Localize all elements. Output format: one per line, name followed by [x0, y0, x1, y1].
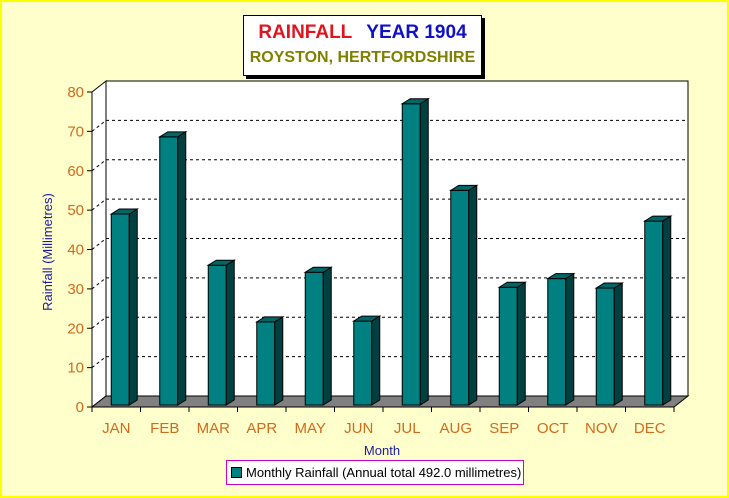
x-tick-label: MAY — [295, 420, 326, 437]
x-tick-label: MAR — [197, 420, 231, 437]
grid-line-side — [91, 159, 107, 172]
bar-front — [304, 271, 324, 406]
bars — [109, 97, 673, 406]
grid-lines — [91, 119, 688, 369]
bar-side — [565, 272, 575, 406]
x-tick-label: JAN — [102, 420, 130, 437]
bar-front — [110, 213, 130, 406]
x-tick-label: NOV — [585, 420, 618, 437]
y-tick-label: 20 — [67, 320, 84, 337]
grid-line-side — [91, 277, 107, 290]
bar-front — [547, 278, 567, 406]
bar — [206, 259, 236, 406]
grid-line-side — [91, 238, 107, 250]
bar-side — [225, 259, 235, 406]
title-main: RAINFALL — [258, 22, 353, 43]
bar-top — [303, 266, 333, 273]
x-axis-title: Month — [364, 443, 400, 458]
bar-top — [206, 259, 236, 266]
bar-side — [516, 281, 526, 406]
y-tick-label: 70 — [67, 123, 84, 140]
bar-top — [255, 316, 285, 323]
bar-side — [274, 315, 284, 406]
bar-side — [468, 184, 478, 406]
bar — [594, 282, 624, 406]
bar-side — [322, 266, 332, 406]
bar-front — [498, 286, 518, 406]
y-tick-label: 10 — [67, 360, 84, 377]
chart-title: RAINFALL YEAR 1904 — [244, 22, 481, 44]
bar-side — [613, 282, 623, 406]
x-tick-label: DEC — [634, 420, 666, 437]
bar-top — [400, 98, 430, 105]
y-axis-title: Rainfall (Millimetres) — [40, 193, 55, 311]
bar-top — [109, 208, 139, 215]
grid-line-side — [91, 198, 107, 211]
y-tick-label: 30 — [67, 281, 84, 298]
bar — [158, 130, 188, 406]
x-tick-label: OCT — [537, 420, 569, 437]
bar-front — [207, 264, 227, 406]
x-tick-label: JUN — [344, 420, 373, 437]
bar — [255, 315, 285, 406]
bar-side — [662, 215, 672, 406]
bar-front — [353, 320, 373, 406]
bar-top — [546, 273, 576, 280]
x-tick-label: JUL — [394, 420, 421, 437]
y-tick-label: 40 — [67, 242, 84, 259]
legend-swatch — [231, 467, 242, 478]
bar — [497, 281, 527, 406]
y-tick-label: 60 — [67, 163, 84, 180]
chart-subtitle: ROYSTON, HERTFORDSHIRE — [249, 49, 476, 66]
bar — [449, 184, 479, 406]
bar-side — [371, 315, 381, 406]
bar-front — [595, 287, 615, 406]
bar-top — [497, 281, 527, 288]
y-tick-label: 50 — [67, 202, 84, 219]
bar — [303, 266, 333, 406]
x-tick-label: AUG — [439, 420, 472, 437]
bar-front — [450, 189, 470, 406]
bar-front — [644, 220, 664, 406]
bar-top — [643, 215, 673, 222]
bar-top — [594, 282, 624, 289]
bar-top — [158, 131, 188, 138]
title-year: YEAR 1904 — [366, 22, 467, 43]
bar — [400, 97, 430, 406]
bar-side — [177, 130, 187, 406]
bar — [643, 215, 673, 406]
x-tick-label: APR — [246, 420, 277, 437]
y-tick-label: 80 — [67, 84, 84, 101]
y-ticks: 0 10 20 30 40 50 60 70 80 — [67, 84, 93, 416]
bar-top — [449, 184, 479, 191]
legend-label: Monthly Rainfall (Annual total 492.0 mil… — [246, 465, 522, 480]
bar — [352, 315, 382, 406]
bar-top — [352, 315, 382, 322]
grid-line-side — [91, 316, 107, 329]
x-ticks: JAN FEB MAR APR MAY JUN JUL AUG SEP OCT NOV DEC — [91, 406, 675, 437]
grid-line-side — [91, 119, 107, 132]
x-tick-label: FEB — [150, 420, 179, 437]
legend: Monthly Rainfall (Annual total 492.0 mil… — [226, 460, 524, 485]
grid-line-side — [91, 356, 107, 369]
bar — [546, 272, 576, 406]
bar-side — [419, 97, 429, 406]
bar-front — [401, 103, 421, 406]
x-tick-label: SEP — [489, 420, 519, 437]
bar — [109, 208, 139, 406]
bar-front — [159, 136, 179, 406]
y-tick-label: 0 — [76, 399, 84, 416]
bar-front — [256, 321, 276, 406]
chart-title-box: RAINFALL YEAR 1904 ROYSTON, HERTFORDSHIRE — [243, 15, 482, 76]
bar-side — [128, 208, 138, 406]
